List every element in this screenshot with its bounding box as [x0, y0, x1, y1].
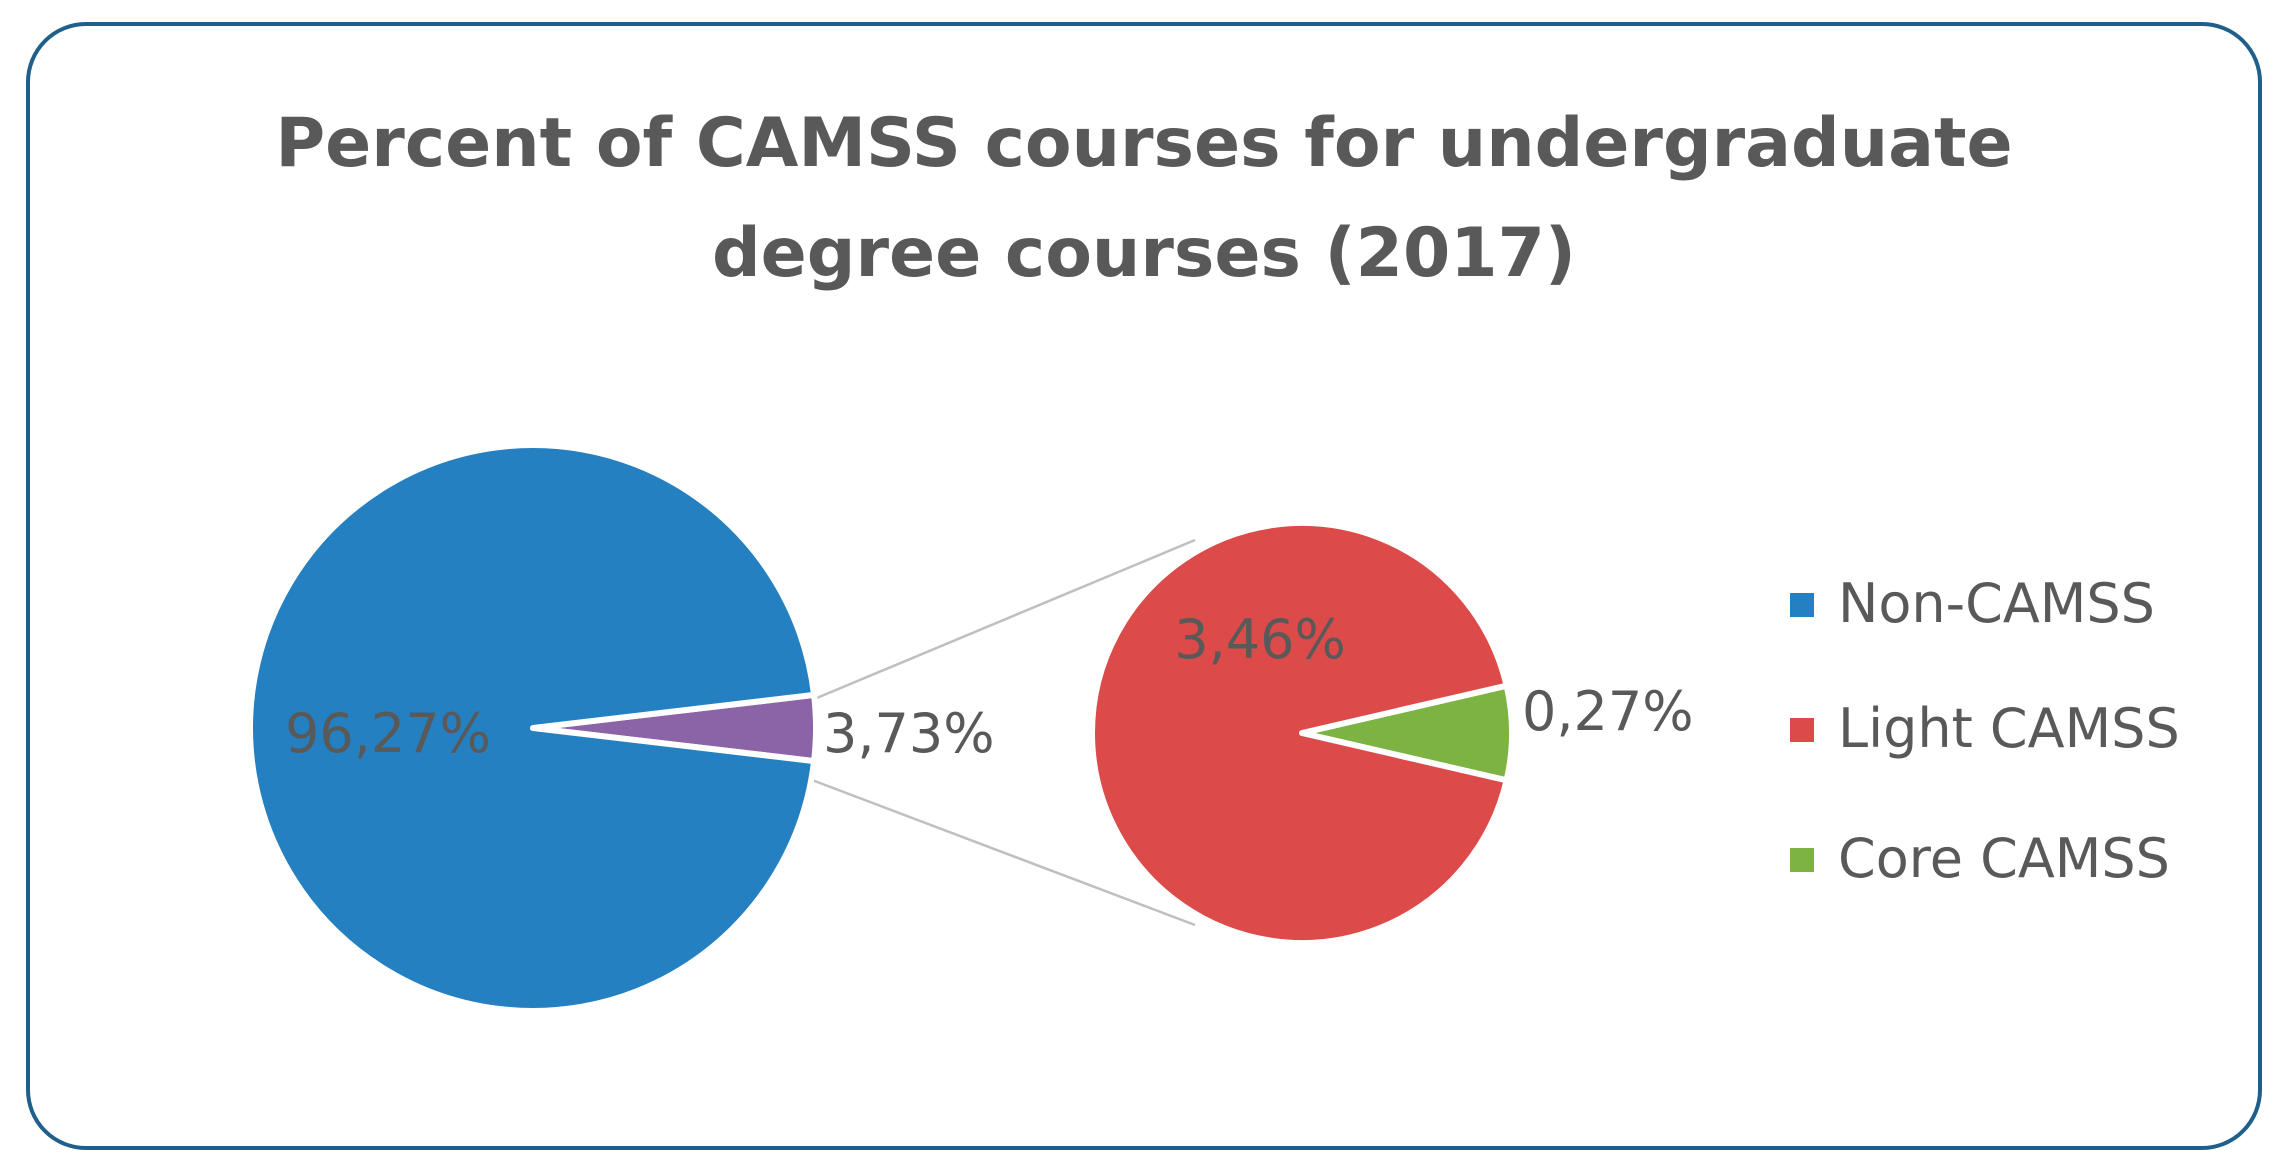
legend-label-core-camss: Core CAMSS: [1838, 827, 2170, 890]
chart-title-line-2: degree courses (2017): [712, 214, 1576, 293]
data-label-other-camss: 3,73%: [823, 702, 995, 765]
secondary-pie: [1088, 520, 1515, 946]
legend-swatch-light-camss: [1790, 718, 1814, 742]
data-label-core-camss: 0,27%: [1522, 680, 1694, 743]
legend-swatch-core-camss: [1790, 848, 1814, 872]
data-label-non-camss: 96,27%: [285, 702, 491, 765]
legend: Non-CAMSS Light CAMSS Core CAMSS: [1790, 572, 2180, 890]
chart-title-line-1: Percent of CAMSS courses for undergradua…: [275, 104, 2012, 183]
main-pie: [247, 442, 819, 1014]
connector-line-top: [811, 538, 1196, 702]
connector-line-bottom: [811, 778, 1196, 927]
legend-label-light-camss: Light CAMSS: [1838, 697, 2180, 760]
legend-swatch-non-camss: [1790, 593, 1814, 617]
pie-slice-light-camss: [1088, 520, 1510, 946]
legend-label-non-camss: Non-CAMSS: [1838, 572, 2155, 635]
pie-slice-non-camss: [247, 442, 818, 1014]
data-label-light-camss: 3,46%: [1174, 608, 1346, 671]
